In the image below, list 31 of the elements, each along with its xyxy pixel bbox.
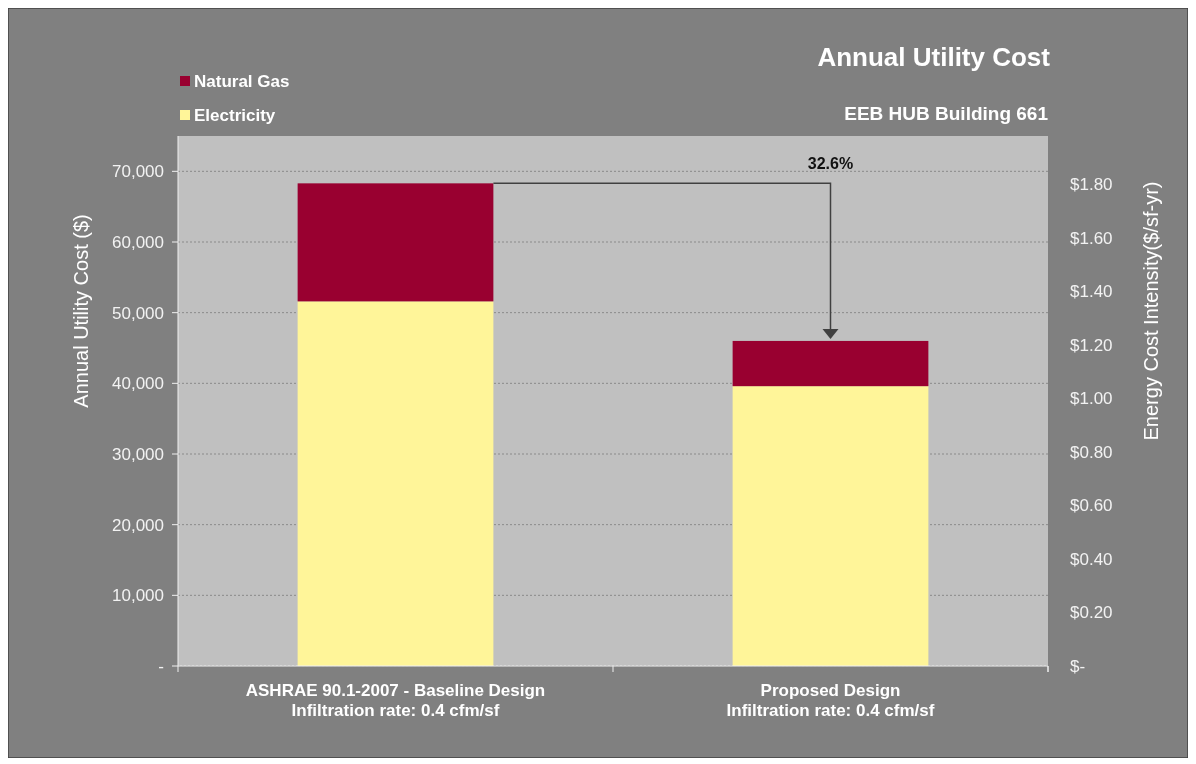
y-axis-title: Annual Utility Cost ($)	[70, 214, 92, 408]
bar	[732, 386, 929, 666]
y-tick-label: -	[158, 656, 164, 676]
legend-label: Electricity	[194, 105, 276, 125]
bar	[297, 183, 494, 302]
y2-axis-title: Energy Cost Intensity($/sf-yr)	[1140, 181, 1162, 441]
y2-tick-label: $0.40	[1070, 549, 1113, 569]
x-tick-label: ASHRAE 90.1-2007 - Baseline Design Infiltration rate: 0.4 cfm/sf	[245, 681, 546, 720]
bar	[732, 340, 929, 387]
y-tick-label: 40,000	[112, 374, 164, 394]
y2-tick-label: $0.60	[1070, 496, 1113, 516]
y2-tick-label: $1.40	[1070, 282, 1113, 302]
y2-tick-label: $1.60	[1070, 228, 1113, 248]
y-tick-label: 50,000	[112, 303, 164, 323]
y2-tick-label: $0.20	[1070, 603, 1113, 623]
y2-tick-label: $1.20	[1070, 335, 1113, 355]
y2-tick-label: $1.00	[1070, 389, 1113, 409]
y2-tick-label: $-	[1070, 656, 1086, 676]
legend-label: Natural Gas	[194, 71, 290, 91]
annotation: 32.6%	[807, 155, 854, 173]
y-tick-label: 20,000	[112, 515, 164, 535]
y2-tick-label: $0.80	[1070, 442, 1113, 462]
chart-title: Annual Utility Cost	[817, 42, 1051, 72]
x-tick-label: Proposed Design Infiltration rate: 0.4 cfm/sf	[726, 681, 935, 720]
chart-subtitle: EEB HUB Building 661	[844, 103, 1049, 124]
y-tick-label: 70,000	[112, 162, 164, 182]
bar	[297, 301, 494, 666]
y-tick-label: 30,000	[112, 444, 164, 464]
y-tick-label: 60,000	[112, 232, 164, 252]
y-tick-label: 10,000	[112, 586, 164, 606]
y2-tick-label: $1.80	[1070, 175, 1113, 195]
